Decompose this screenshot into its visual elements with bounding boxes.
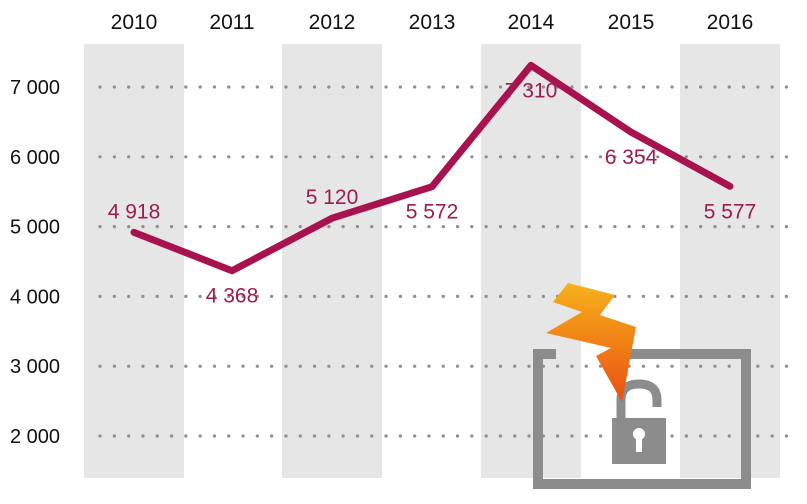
data-point-2013 <box>431 186 433 188</box>
data-label-2010: 4 918 <box>108 200 161 223</box>
y-tick-label-5000: 5 000 <box>10 217 60 239</box>
x-axis-labels: 2010 2011 2012 2013 2014 2015 2016 <box>111 11 754 34</box>
padlock-shackle <box>616 379 662 422</box>
y-tick-label-7000: 7 000 <box>10 77 60 99</box>
data-point-2010 <box>133 231 135 233</box>
x-tick-label-2013: 2013 <box>409 11 456 34</box>
data-label-2016: 5 577 <box>704 200 757 223</box>
data-label-2012: 5 120 <box>306 186 359 209</box>
x-tick-label-2012: 2012 <box>309 11 356 34</box>
lightning-bolt-icon <box>546 283 636 402</box>
gridlines <box>98 85 789 438</box>
data-label-2011: 4 368 <box>206 285 259 308</box>
y-axis-labels: 2 000 3 000 4 000 5 000 6 000 7 000 <box>10 77 60 448</box>
data-point-2011 <box>231 270 233 272</box>
column-band-2012 <box>282 44 382 478</box>
x-tick-label-2011: 2011 <box>209 11 254 34</box>
column-band-2014 <box>481 44 581 478</box>
data-label-2014: 7 310 <box>505 79 558 102</box>
y-tick-label-2000: 2 000 <box>10 426 60 448</box>
data-point-2012 <box>331 217 333 219</box>
x-tick-label-2010: 2010 <box>111 11 158 34</box>
column-band-2010 <box>84 44 184 478</box>
data-labels: 4 918 4 368 5 120 5 572 7 310 6 354 5 577 <box>108 79 757 307</box>
screen-frame <box>533 349 751 489</box>
data-label-2015: 6 354 <box>605 146 658 169</box>
column-band-2016 <box>680 44 780 478</box>
security-breach-illustration <box>533 283 751 489</box>
x-tick-label-2014: 2014 <box>508 11 555 34</box>
x-tick-label-2015: 2015 <box>608 11 655 34</box>
data-label-2013: 5 572 <box>406 201 459 224</box>
data-point-2014 <box>530 64 532 66</box>
data-point-2016 <box>729 185 731 187</box>
y-tick-label-4000: 4 000 <box>10 286 60 308</box>
y-tick-label-6000: 6 000 <box>10 147 60 169</box>
x-tick-label-2016: 2016 <box>707 11 754 34</box>
series-line-layer <box>130 61 734 275</box>
y-tick-label-3000: 3 000 <box>10 356 60 378</box>
column-bands <box>84 44 780 478</box>
data-point-2015 <box>630 131 632 133</box>
broken-padlock-icon <box>612 418 666 464</box>
